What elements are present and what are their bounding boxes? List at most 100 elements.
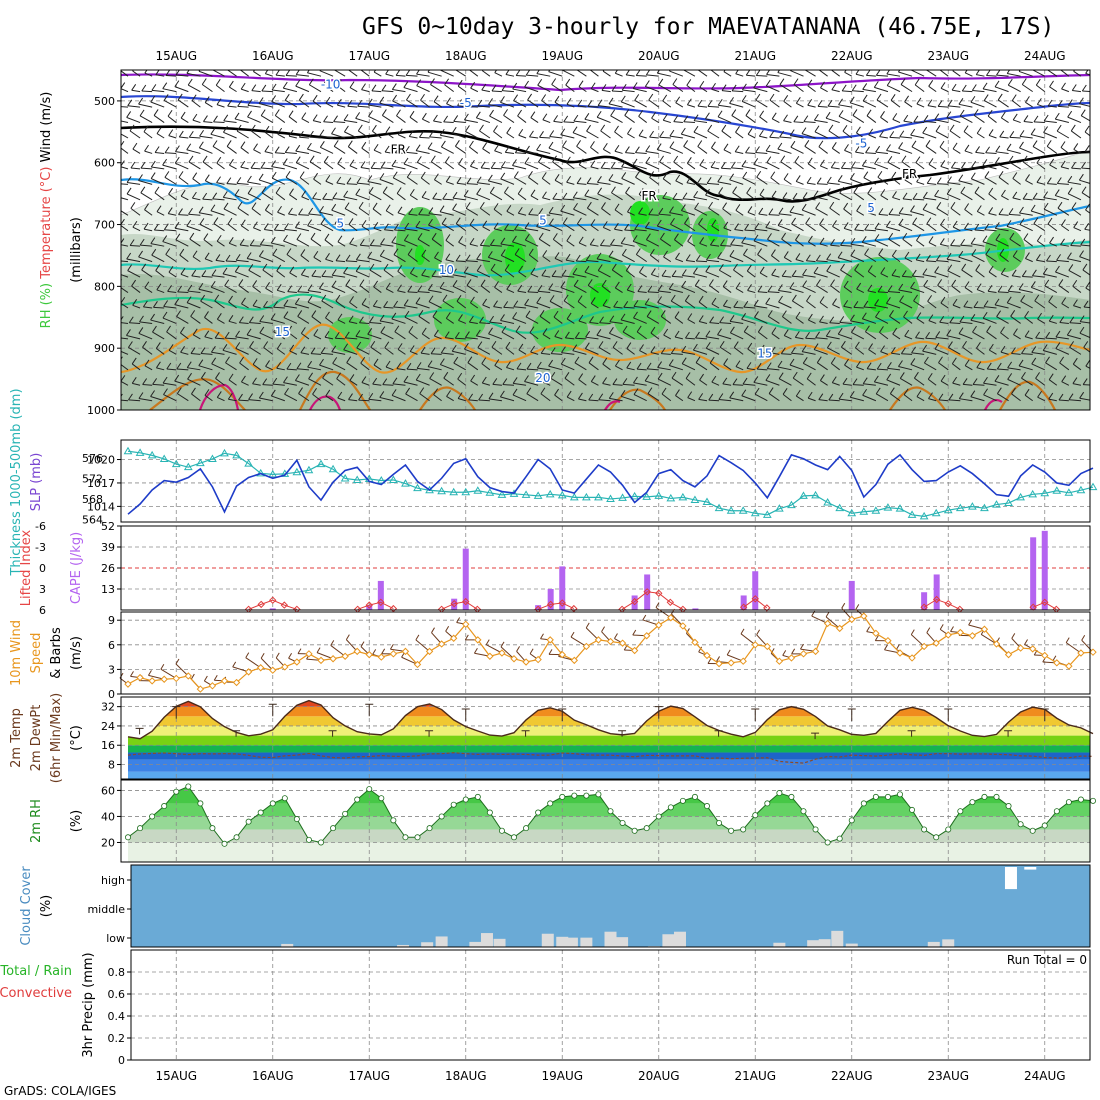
wind-barb-feather: [638, 110, 644, 117]
wind-barb-feather: [853, 186, 859, 193]
wind-barb: [527, 99, 539, 108]
wind-barb-feather: [983, 388, 988, 396]
wind-barb: [517, 193, 527, 201]
wind-barb: [964, 287, 973, 293]
rh-point: [667, 804, 674, 811]
wind-barb-feather: [624, 223, 629, 231]
wind-barb-feather: [479, 201, 485, 209]
wind-barb: [313, 120, 322, 124]
wind-barb: [198, 288, 213, 294]
wind-barb: [814, 131, 828, 139]
wind-barb-feather: [212, 192, 218, 200]
wind-barb-feather: [325, 253, 330, 260]
wind-barb-feather: [319, 205, 324, 213]
wind-barb-feather: [162, 376, 168, 384]
wind-barb: [964, 72, 973, 77]
wind-barb-feather: [482, 298, 488, 306]
wind-barb-feather: [175, 233, 181, 241]
wind-barb: [131, 285, 141, 293]
wind-barb-feather: [155, 342, 161, 349]
wind-barb: [600, 130, 611, 139]
wind-barb-feather: [358, 316, 364, 324]
wind-barb-feather: [937, 100, 943, 107]
wind-barb: [856, 210, 865, 216]
temp-line: [127, 699, 1094, 740]
wind-barb: [191, 393, 201, 402]
wind-barb: [964, 150, 973, 154]
wind-barb-feather: [692, 267, 698, 274]
wind-barb: [490, 269, 503, 278]
wind-barb-feather: [235, 342, 241, 349]
wind-barb: [272, 383, 285, 386]
y-axis-title-part: & Barbs: [49, 627, 64, 679]
wind-barb: [994, 304, 1009, 309]
wind-barb-feather: [613, 222, 619, 230]
wind-barb: [367, 333, 382, 340]
rh-point: [305, 836, 312, 843]
wind-barb-feather: [959, 109, 965, 117]
wind-barb-feather: [270, 236, 276, 244]
wind-barb-feather: [368, 110, 373, 117]
wind10-point: [498, 649, 506, 657]
wind-barb: [1012, 256, 1021, 263]
wind-barb: [446, 396, 454, 402]
cloud-low-bar: [845, 943, 858, 947]
wind-barb: [190, 353, 201, 355]
wind-barb-feather: [997, 93, 1003, 101]
wind-barb-feather: [343, 190, 349, 198]
wind-barb-feather: [911, 346, 916, 354]
rh-point: [1077, 796, 1084, 803]
rh-point: [426, 825, 433, 832]
thickness-point: [618, 493, 627, 501]
thickness-point: [437, 486, 446, 495]
wind-barb-feather: [126, 111, 132, 118]
wind-barb-feather: [198, 282, 204, 290]
wind-barb-feather: [964, 144, 970, 152]
wind-barb: [177, 99, 189, 108]
wind-barb-feather: [513, 300, 519, 308]
wind-barb: [371, 90, 382, 93]
wind-barb-feather: [537, 285, 543, 292]
wind-barb: [501, 255, 515, 263]
wind-barb-feather: [735, 282, 741, 289]
wind-barb-feather: [215, 254, 221, 261]
wind-barb: [1059, 362, 1070, 371]
wind-barb-feather: [433, 329, 439, 337]
wind-barb-feather: [717, 252, 722, 259]
wind-barb: [806, 182, 816, 185]
wind-barb-feather: [216, 176, 221, 183]
wind-barb-feather: [840, 340, 846, 348]
wind-barb-feather: [271, 83, 277, 91]
wind-barb-feather: [898, 218, 904, 226]
wind-barb: [537, 290, 551, 294]
wind-barb-feather: [971, 84, 977, 91]
wind-barb: [612, 90, 623, 93]
wind10-barb: [1065, 642, 1082, 654]
wind-barb: [971, 254, 985, 263]
wind-barb-feather: [1030, 204, 1036, 212]
wind-barb: [733, 306, 744, 309]
wind-barb: [874, 239, 889, 247]
wind-barb-feather: [298, 387, 303, 394]
max-temp-mark: [944, 708, 953, 722]
wind-barb-feather: [309, 155, 315, 163]
wind-barb-feather: [480, 279, 486, 287]
wind-barb: [950, 244, 961, 247]
wind-barb-feather: [276, 264, 282, 272]
wind-barb: [505, 151, 515, 154]
wind-barb-feather: [620, 313, 626, 321]
wind-barb: [259, 397, 273, 402]
wind-barb: [234, 118, 249, 124]
wind-barb-feather: [391, 159, 397, 167]
cape-bar: [692, 608, 699, 610]
wind-barb: [742, 89, 756, 93]
wind-barb: [419, 136, 430, 139]
wind-barb: [393, 254, 406, 263]
wind-barb: [192, 256, 201, 263]
wind-barb: [263, 347, 274, 355]
wind-barb: [516, 368, 527, 371]
wind-barb-feather: [741, 95, 747, 102]
wind-barb: [262, 269, 274, 278]
wind-barb-feather: [862, 388, 868, 396]
wind-barb-feather: [512, 312, 518, 319]
